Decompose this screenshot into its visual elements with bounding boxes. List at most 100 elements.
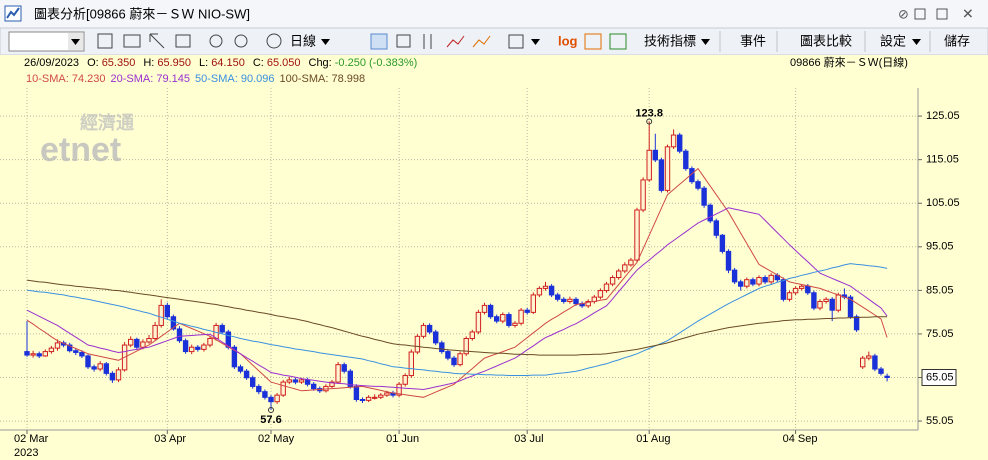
candle-body bbox=[250, 377, 256, 387]
close-button[interactable]: ✕ bbox=[962, 6, 974, 22]
legend-entry: 20-SMA: 79.145 bbox=[111, 73, 191, 85]
candle-body bbox=[628, 259, 634, 266]
candle-body bbox=[536, 287, 543, 296]
candle-body bbox=[378, 394, 384, 398]
candle-body bbox=[311, 383, 317, 390]
candle-body bbox=[201, 344, 207, 350]
watermark-chinese: 經濟通 bbox=[80, 112, 134, 133]
period-menu[interactable]: 日線 bbox=[290, 33, 316, 48]
candle-body bbox=[829, 298, 835, 311]
candle-body bbox=[329, 381, 335, 387]
candle-body bbox=[36, 353, 42, 357]
candle-body bbox=[341, 364, 347, 372]
candle-body bbox=[176, 328, 183, 342]
info-value: -0.250 (-0.383%) bbox=[335, 57, 418, 69]
symbol-dropdown[interactable] bbox=[8, 31, 85, 52]
candle-body bbox=[542, 285, 549, 289]
candle-body bbox=[24, 351, 30, 356]
candle-body bbox=[42, 351, 48, 357]
candle-body bbox=[853, 316, 860, 331]
info-value: 65.350 bbox=[102, 57, 136, 69]
candle-body bbox=[847, 296, 854, 318]
candle-body bbox=[469, 331, 476, 340]
save-button[interactable]: 儲存 bbox=[944, 33, 970, 48]
events-button[interactable]: 事件 bbox=[740, 33, 766, 48]
candle-body bbox=[695, 181, 701, 189]
watermark-logo: etnet bbox=[40, 131, 121, 169]
y-tick-label: 95.05 bbox=[926, 241, 954, 253]
x-tick-label: 03 Apr bbox=[154, 433, 186, 445]
info-label: O: bbox=[87, 57, 99, 69]
candle-body bbox=[878, 368, 884, 374]
compare-button[interactable]: 圖表比較 bbox=[800, 33, 852, 48]
y-tick-label: 55.05 bbox=[926, 415, 954, 427]
candle-body bbox=[359, 399, 366, 402]
candle-body bbox=[487, 304, 494, 318]
x-tick-label: 04 Sep bbox=[783, 433, 818, 445]
indicators-menu[interactable]: 技術指標 bbox=[644, 33, 696, 48]
settings-menu[interactable]: 設定 bbox=[880, 33, 906, 48]
candle-body bbox=[286, 379, 293, 383]
candle-body bbox=[652, 149, 658, 161]
candle-body bbox=[433, 331, 439, 344]
candle-body bbox=[158, 304, 164, 326]
legend-entry: 100-SMA: 78.998 bbox=[280, 73, 366, 85]
symbol-label: 09866 蔚來－ＳＷ(日線) bbox=[790, 55, 908, 69]
candle-body bbox=[335, 364, 341, 383]
candle-body bbox=[768, 274, 774, 283]
restore-button[interactable] bbox=[914, 8, 926, 20]
candle-body bbox=[811, 292, 817, 309]
pin-button[interactable]: ⊘ bbox=[898, 6, 909, 21]
candle-body bbox=[396, 383, 402, 396]
candle-body bbox=[762, 277, 768, 283]
toolbar-separators bbox=[719, 31, 931, 52]
candle-body bbox=[420, 324, 427, 337]
candle-body bbox=[219, 324, 225, 333]
log-toggle[interactable]: log bbox=[558, 33, 578, 48]
extreme-marker bbox=[268, 406, 274, 413]
candle-body bbox=[664, 146, 671, 191]
info-label: C: bbox=[253, 57, 264, 69]
candle-body bbox=[231, 346, 238, 368]
candle-body bbox=[481, 304, 488, 313]
candle-body bbox=[182, 340, 189, 353]
sma-line bbox=[26, 207, 888, 391]
candle-body bbox=[658, 159, 665, 191]
candle-body bbox=[634, 209, 640, 261]
candle-body bbox=[780, 279, 787, 300]
candle-body bbox=[872, 355, 878, 370]
candle-body bbox=[73, 350, 79, 353]
candle-body bbox=[457, 353, 463, 366]
candle-body bbox=[372, 396, 378, 399]
candle-body bbox=[426, 324, 433, 333]
y-tick-label: 105.05 bbox=[926, 197, 960, 209]
candle-body bbox=[500, 314, 506, 322]
candle-body bbox=[573, 298, 579, 305]
candle-body bbox=[85, 355, 91, 368]
toolbar bbox=[0, 27, 988, 56]
app-icon-line bbox=[6, 7, 20, 19]
maximize-button[interactable] bbox=[936, 8, 948, 20]
chart-background bbox=[0, 55, 988, 460]
candle-body bbox=[585, 300, 591, 307]
candle-body bbox=[597, 290, 604, 298]
candle-body bbox=[701, 187, 707, 206]
candle-body bbox=[677, 134, 683, 152]
legend-entry: 10-SMA: 74.230 bbox=[26, 73, 106, 85]
candle-body bbox=[799, 285, 805, 289]
candle-body bbox=[731, 269, 738, 283]
candle-body bbox=[817, 300, 823, 309]
info-value: 65.050 bbox=[267, 57, 301, 69]
dropdown-arrow bbox=[71, 39, 80, 45]
sma-line bbox=[26, 279, 888, 356]
candle-body bbox=[365, 396, 372, 401]
candle-body bbox=[97, 363, 103, 370]
info-date: 26/09/2023 bbox=[24, 57, 79, 69]
candle-body bbox=[54, 342, 61, 349]
candle-body bbox=[719, 234, 726, 252]
y-tick-label: 75.05 bbox=[926, 328, 954, 340]
candle-body bbox=[548, 285, 555, 296]
y-tick-label: 85.05 bbox=[926, 284, 954, 296]
candle-body bbox=[835, 294, 841, 311]
